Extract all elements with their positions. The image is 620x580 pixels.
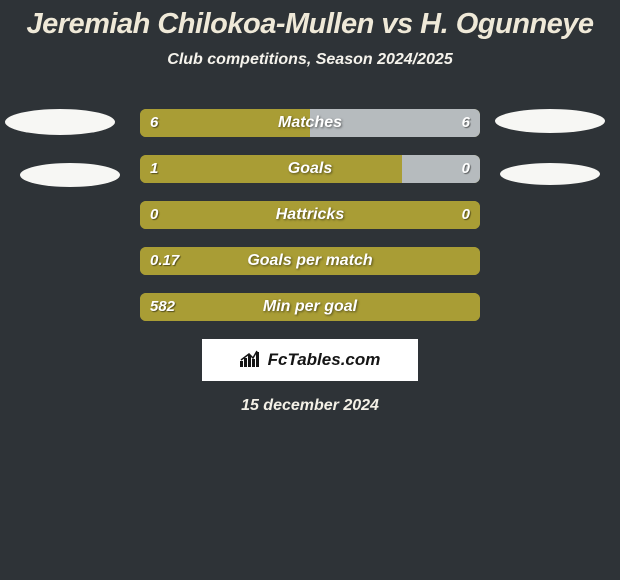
avatar bbox=[5, 109, 115, 135]
brand-label: FcTables.com bbox=[268, 350, 381, 370]
metric-label: Matches bbox=[140, 109, 480, 137]
stat-row: 582Min per goal bbox=[0, 293, 620, 321]
avatar bbox=[20, 163, 120, 187]
metric-label: Goals bbox=[140, 155, 480, 183]
avatar bbox=[500, 163, 600, 185]
date-label: 15 december 2024 bbox=[0, 397, 620, 415]
brand-box: FcTables.com bbox=[202, 339, 418, 381]
metric-label: Goals per match bbox=[140, 247, 480, 275]
page-title: Jeremiah Chilokoa-Mullen vs H. Ogunneye bbox=[0, 0, 620, 41]
avatar bbox=[495, 109, 605, 133]
comparison-chart: 66Matches10Goals00Hattricks0.17Goals per… bbox=[0, 109, 620, 321]
subtitle: Club competitions, Season 2024/2025 bbox=[0, 51, 620, 69]
metric-label: Hattricks bbox=[140, 201, 480, 229]
stat-row: 0.17Goals per match bbox=[0, 247, 620, 275]
stat-row: 00Hattricks bbox=[0, 201, 620, 229]
brand-chart-icon bbox=[240, 349, 262, 372]
metric-label: Min per goal bbox=[140, 293, 480, 321]
